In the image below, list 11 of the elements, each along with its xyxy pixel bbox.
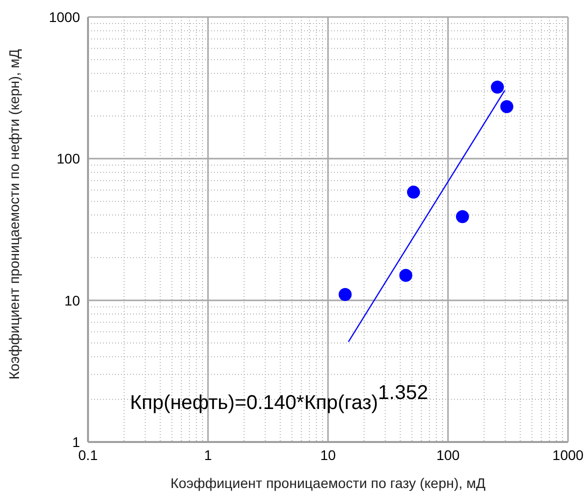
y-tick-label: 10 <box>64 292 80 308</box>
x-tick-label: 100 <box>436 446 460 463</box>
x-tick-label: 1 <box>204 446 212 463</box>
y-tick-label: 1000 <box>48 8 80 25</box>
y-axis-title: Коэффициент проницаемости по нефти (керн), мД <box>6 48 22 380</box>
x-tick-label: 10 <box>320 446 336 463</box>
x-axis-title: Коэффициент проницаемости по газу (керн), мД <box>170 475 486 491</box>
y-tick-label: 100 <box>56 150 80 167</box>
y-tick-label: 1 <box>72 434 80 450</box>
x-tick-label: 1000 <box>552 446 584 463</box>
x-tick-label: 0.1 <box>78 446 98 463</box>
